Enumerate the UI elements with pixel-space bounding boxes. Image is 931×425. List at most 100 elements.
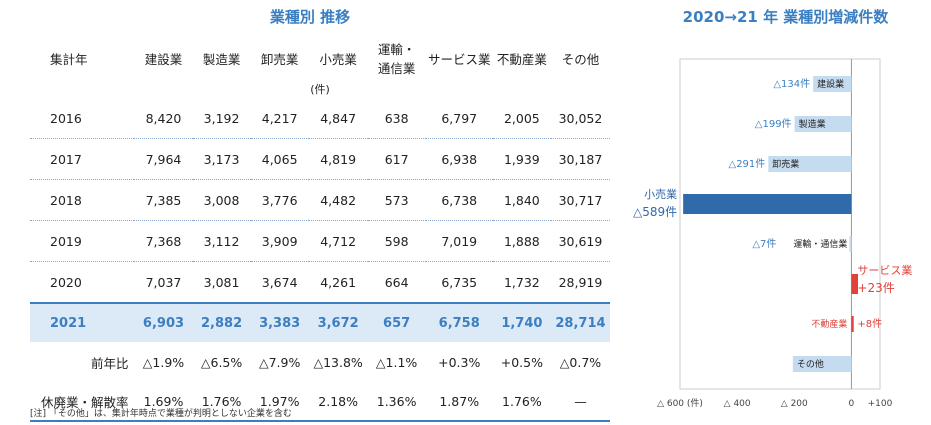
table-cell: △6.5% xyxy=(200,354,243,370)
table-cell: 638 xyxy=(367,98,426,139)
table-cell: 30,717 xyxy=(550,179,610,221)
table-cell: 573 xyxy=(367,179,426,221)
value-label: △199件 xyxy=(755,118,792,130)
table-cell: 1.76% xyxy=(192,382,251,422)
tick-label: △ 600 (件) xyxy=(657,397,703,409)
table-cell: 1.36% xyxy=(367,382,426,422)
table-cell: 8,420 xyxy=(134,98,193,139)
table-cell: 4,217 xyxy=(250,98,309,139)
tick-label: +100 xyxy=(868,399,893,409)
bar xyxy=(851,274,858,294)
table-cell: 7,964 xyxy=(134,138,193,180)
category-label: 建設業 xyxy=(817,78,844,90)
table-cell: △0.7% xyxy=(559,354,602,370)
table-row: 2017 7,964 3,173 4,065 4,819 617 6,938 1,939 30,… xyxy=(30,138,610,180)
table-cell: 1,939 xyxy=(492,138,551,180)
table-cell: 7,368 xyxy=(134,220,193,262)
table-row: 2018 7,385 3,008 3,776 4,482 573 6,738 1,840 30,… xyxy=(30,179,610,221)
unit-label: (件) xyxy=(310,83,330,96)
table-cell: △1.1% xyxy=(375,354,418,370)
table-cell: 3,192 xyxy=(192,98,251,139)
header-col: 製造業 xyxy=(202,51,241,67)
table-cell: 3,383 xyxy=(250,302,309,342)
table-cell: 7,385 xyxy=(134,179,193,221)
row-label: 2021 xyxy=(30,302,135,342)
category-label: 運輸・通信業 xyxy=(793,238,847,250)
table-cell: 28,714 xyxy=(550,302,610,342)
table-cell: 6,735 xyxy=(425,261,493,304)
table-cell: 7,019 xyxy=(425,220,493,262)
table-cell: +0.5% xyxy=(500,354,543,370)
table-cell: 3,776 xyxy=(250,179,309,221)
table-cell: 4,712 xyxy=(308,220,368,262)
header-col: 卸売業 xyxy=(260,51,299,67)
table-cell: 2,005 xyxy=(492,98,551,139)
category-label: 製造業 xyxy=(799,118,826,130)
table-cell: 617 xyxy=(367,138,426,180)
table-cell: △13.8% xyxy=(313,354,363,370)
chart-title: 2020→21 年 業種別増減件数 xyxy=(682,8,889,26)
table-cell: — xyxy=(550,382,610,422)
table-cell: 1,732 xyxy=(492,261,551,304)
row-label: 前年比 xyxy=(90,355,129,371)
table-cell: 30,619 xyxy=(550,220,610,262)
bar xyxy=(792,356,852,372)
table-cell: 4,819 xyxy=(308,138,368,180)
table-cell: 6,903 xyxy=(134,302,193,342)
header-col: 小売業 xyxy=(319,51,357,67)
bar xyxy=(813,76,852,92)
table-cell: 6,938 xyxy=(425,138,493,180)
value-label: △291件 xyxy=(729,158,766,170)
plot-frame xyxy=(679,58,881,390)
table-cell: 1.97% xyxy=(250,382,309,422)
row-label: 休廃業・解散率 xyxy=(30,382,135,422)
table-cell: 30,052 xyxy=(550,98,610,139)
value-label: △7件 xyxy=(752,238,776,250)
table-cell: 6,797 xyxy=(425,98,493,139)
table-cell: 3,081 xyxy=(192,261,251,304)
bar xyxy=(849,236,852,252)
ratio-row: 前年比 △1.9% △6.5% △7.9% △13.8% △1.1% +0.3% +0.5% △… xyxy=(30,342,610,382)
table-cell: 3,909 xyxy=(250,220,309,262)
header-col: その他 xyxy=(561,51,600,67)
tick-label: 0 xyxy=(849,399,855,409)
table-cell: 3,008 xyxy=(192,179,251,221)
bar xyxy=(768,156,852,172)
table-title: 業種別 推移 xyxy=(269,8,351,26)
header-col: 運輸・ 通信業 xyxy=(377,42,416,76)
table-cell: 4,261 xyxy=(308,261,368,304)
table-cell: 4,482 xyxy=(308,179,368,221)
row-label: 2020 xyxy=(30,261,135,304)
table-cell: 1,888 xyxy=(492,220,551,262)
bar xyxy=(683,194,852,214)
table-cell: 6,738 xyxy=(425,179,493,221)
table-cell: 1.76% xyxy=(492,382,551,422)
unit-row: (件) xyxy=(30,80,610,98)
table-cell: 3,672 xyxy=(308,302,368,342)
header-year: 集計年 xyxy=(50,51,88,67)
category-label: 小売業 xyxy=(644,188,677,201)
bar xyxy=(794,116,852,132)
table-cell: 3,674 xyxy=(250,261,309,304)
table-cell: 4,065 xyxy=(250,138,309,180)
table-row: 2019 7,368 3,112 3,909 4,712 598 7,019 1,888 30,… xyxy=(30,220,610,262)
table-cell: 6,758 xyxy=(425,302,493,342)
rate-row: 休廃業・解散率 1.69% 1.76% 1.97% 2.18% 1.36% 1.87% 1.7… xyxy=(30,382,610,422)
header-col: 建設業 xyxy=(144,51,183,67)
table-cell: 3,173 xyxy=(192,138,251,180)
table-cell: 2.18% xyxy=(308,382,368,422)
table-cell: 28,919 xyxy=(550,261,610,304)
row-label: 2019 xyxy=(30,220,135,262)
header-col: サービス業 xyxy=(427,51,491,67)
table-cell: 1,840 xyxy=(492,179,551,221)
row-label: 2016 xyxy=(30,98,135,139)
table-cell: 30,187 xyxy=(550,138,610,180)
category-label: その他 xyxy=(797,358,824,370)
table-cell: 3,112 xyxy=(192,220,251,262)
table-cell: 2,882 xyxy=(192,302,251,342)
category-label: 不動産業 xyxy=(811,318,847,330)
table-cell: 1.69% xyxy=(134,382,193,422)
value-label: +23件 xyxy=(857,281,894,295)
tick-label: △ 400 xyxy=(724,399,751,409)
